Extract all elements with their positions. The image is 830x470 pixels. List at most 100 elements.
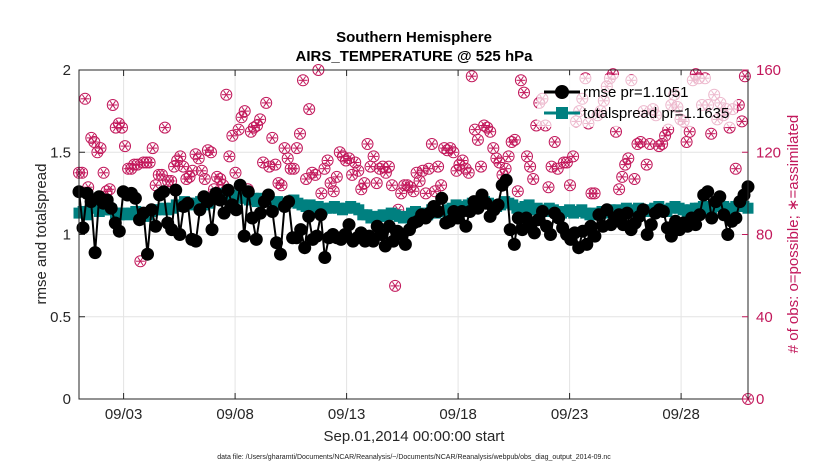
obs-point (386, 179, 398, 192)
obs-star-stroke (158, 170, 165, 179)
y-right-tick-label: 120 (756, 144, 781, 161)
obs-star-stroke (223, 90, 230, 99)
obs-circle (287, 162, 300, 175)
obs-point (235, 111, 248, 124)
obs-circle (447, 146, 460, 159)
obs-point (205, 146, 217, 159)
obs-circle (309, 168, 322, 181)
obs-circle (361, 138, 374, 150)
obs-star-stroke (570, 152, 577, 161)
obs-point (226, 129, 239, 142)
obs-star-stroke (634, 139, 641, 149)
obs-star-stroke (487, 127, 494, 136)
obs-star-stroke (189, 166, 196, 175)
obs-star-stroke (226, 152, 233, 161)
obs-star-stroke (293, 144, 300, 153)
obs-star-stroke (355, 166, 362, 175)
obs-star-stroke (180, 162, 187, 171)
obs-point (475, 160, 487, 173)
obs-circle (155, 168, 168, 181)
obs-star-stroke (471, 125, 478, 134)
obs-circle (450, 164, 463, 177)
obs-point (643, 138, 656, 150)
obs-star-stroke (152, 181, 159, 190)
obs-star-stroke (637, 137, 644, 147)
rmse-point (729, 211, 743, 225)
obs-point (352, 164, 365, 177)
rmse-point (237, 229, 251, 243)
obs-circle (235, 111, 248, 124)
obs-star-stroke (367, 162, 374, 171)
obs-star-stroke (346, 154, 353, 163)
obs-point (186, 164, 199, 177)
obs-point (395, 187, 408, 200)
obs-point (275, 179, 288, 192)
legend-spread-marker (556, 107, 568, 119)
obs-circle (263, 160, 276, 173)
obs-circle (502, 150, 515, 163)
obs-point (729, 162, 742, 175)
obs-star-stroke (683, 137, 690, 147)
rmse-point (157, 185, 171, 199)
obs-star-stroke (732, 164, 739, 173)
obs-star-stroke (548, 162, 555, 171)
obs-circle (238, 105, 251, 118)
obs-circle (340, 154, 352, 167)
x-tick-label: 09/23 (551, 406, 589, 423)
obs-star-stroke (474, 135, 481, 144)
obs-star-stroke (309, 168, 316, 177)
obs-star-stroke (318, 189, 325, 198)
rmse-point (173, 228, 187, 241)
obs-circle (355, 183, 368, 196)
obs-circle (471, 133, 484, 146)
rmse-point (721, 228, 735, 241)
y-right-tick-label: 160 (756, 62, 781, 79)
obs-point (379, 166, 392, 179)
obs-star-stroke (435, 162, 442, 171)
obs-circle (346, 168, 359, 181)
obs-star-stroke (481, 121, 488, 130)
obs-point (634, 136, 647, 148)
obs-circle (640, 158, 653, 171)
obs-point (229, 166, 242, 179)
obs-star-stroke (530, 174, 537, 184)
obs-point (628, 173, 641, 185)
obs-circle (505, 136, 518, 148)
obs-point (192, 152, 205, 165)
obs-circle (370, 177, 383, 190)
obs-circle (297, 74, 309, 87)
obs-star-stroke (511, 135, 518, 144)
obs-star-stroke (591, 189, 598, 198)
rmse-point (282, 195, 296, 209)
obs-star-stroke (523, 152, 531, 161)
rmse-point (431, 205, 445, 218)
obs-star-stroke (373, 179, 380, 188)
rmse-point (640, 228, 654, 241)
obs-circle (441, 144, 454, 157)
obs-circle (419, 187, 432, 200)
totalspread-point (81, 209, 93, 221)
obs-point (616, 170, 629, 183)
rmse-point (527, 226, 541, 240)
obs-circle (192, 152, 205, 165)
obs-circle (205, 146, 217, 159)
obs-point (97, 166, 110, 179)
obs-point (389, 279, 402, 292)
obs-star-stroke (146, 158, 153, 167)
rmse-point (701, 185, 715, 199)
obs-circle (432, 160, 445, 173)
obs-circle (247, 121, 260, 134)
obs-circle (373, 162, 386, 175)
rmse-point (141, 247, 154, 261)
obs-circle (462, 166, 475, 179)
rmse-point (459, 219, 473, 233)
obs-star-stroke (616, 185, 623, 194)
obs-circle (475, 160, 487, 173)
rmse-point (213, 193, 227, 207)
obs-circle (290, 142, 303, 155)
obs-point (518, 86, 530, 99)
obs-point (309, 168, 322, 181)
obs-circle (116, 121, 128, 134)
obs-circle (524, 160, 537, 173)
obs-circle (395, 187, 408, 200)
